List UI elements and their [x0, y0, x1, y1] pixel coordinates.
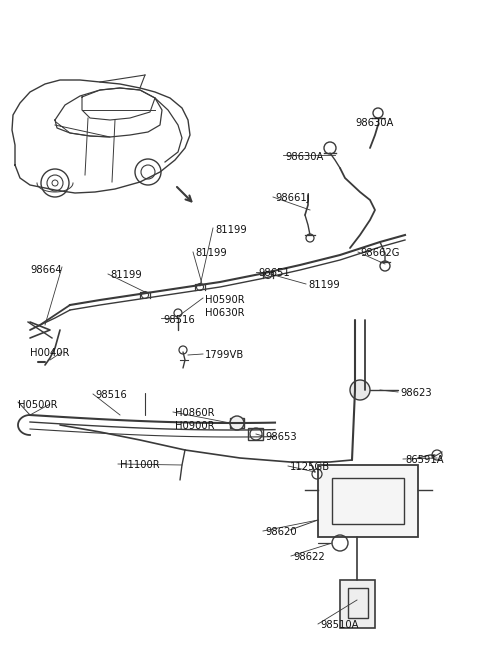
Text: 81199: 81199 [308, 280, 340, 290]
Text: H0900R: H0900R [175, 421, 215, 431]
Text: H0630R: H0630R [205, 308, 244, 318]
Text: 98620: 98620 [265, 527, 297, 537]
Bar [248, 428, 263, 440]
Text: 86591A: 86591A [405, 455, 444, 465]
Text: 81199: 81199 [195, 248, 227, 258]
Text: 98516: 98516 [95, 390, 127, 400]
Text: 98651: 98651 [258, 268, 290, 278]
Text: 98622: 98622 [293, 552, 325, 562]
Text: 98653: 98653 [265, 432, 297, 442]
Text: H0860R: H0860R [175, 408, 215, 418]
Bar [340, 580, 375, 628]
Text: 98662G: 98662G [360, 248, 399, 258]
Text: H0590R: H0590R [205, 295, 245, 305]
Text: 1799VB: 1799VB [205, 350, 244, 360]
Bar [318, 465, 418, 537]
Text: 98516: 98516 [163, 315, 195, 325]
Text: H0500R: H0500R [18, 400, 58, 410]
Text: 98510A: 98510A [320, 620, 359, 630]
Text: 81199: 81199 [110, 270, 142, 280]
Bar [332, 478, 404, 524]
Circle shape [230, 416, 244, 430]
Text: H1100R: H1100R [120, 460, 160, 470]
Text: H0040R: H0040R [30, 348, 70, 358]
Text: 81199: 81199 [215, 225, 247, 235]
Text: 98664: 98664 [30, 265, 61, 275]
Text: 1125GB: 1125GB [290, 462, 330, 472]
Text: 98661J: 98661J [275, 193, 310, 203]
Bar [230, 418, 244, 428]
Circle shape [350, 380, 370, 400]
Bar [348, 588, 368, 618]
Text: 98630A: 98630A [355, 118, 394, 128]
Text: 98623: 98623 [400, 388, 432, 398]
Text: 98630A: 98630A [285, 152, 324, 162]
